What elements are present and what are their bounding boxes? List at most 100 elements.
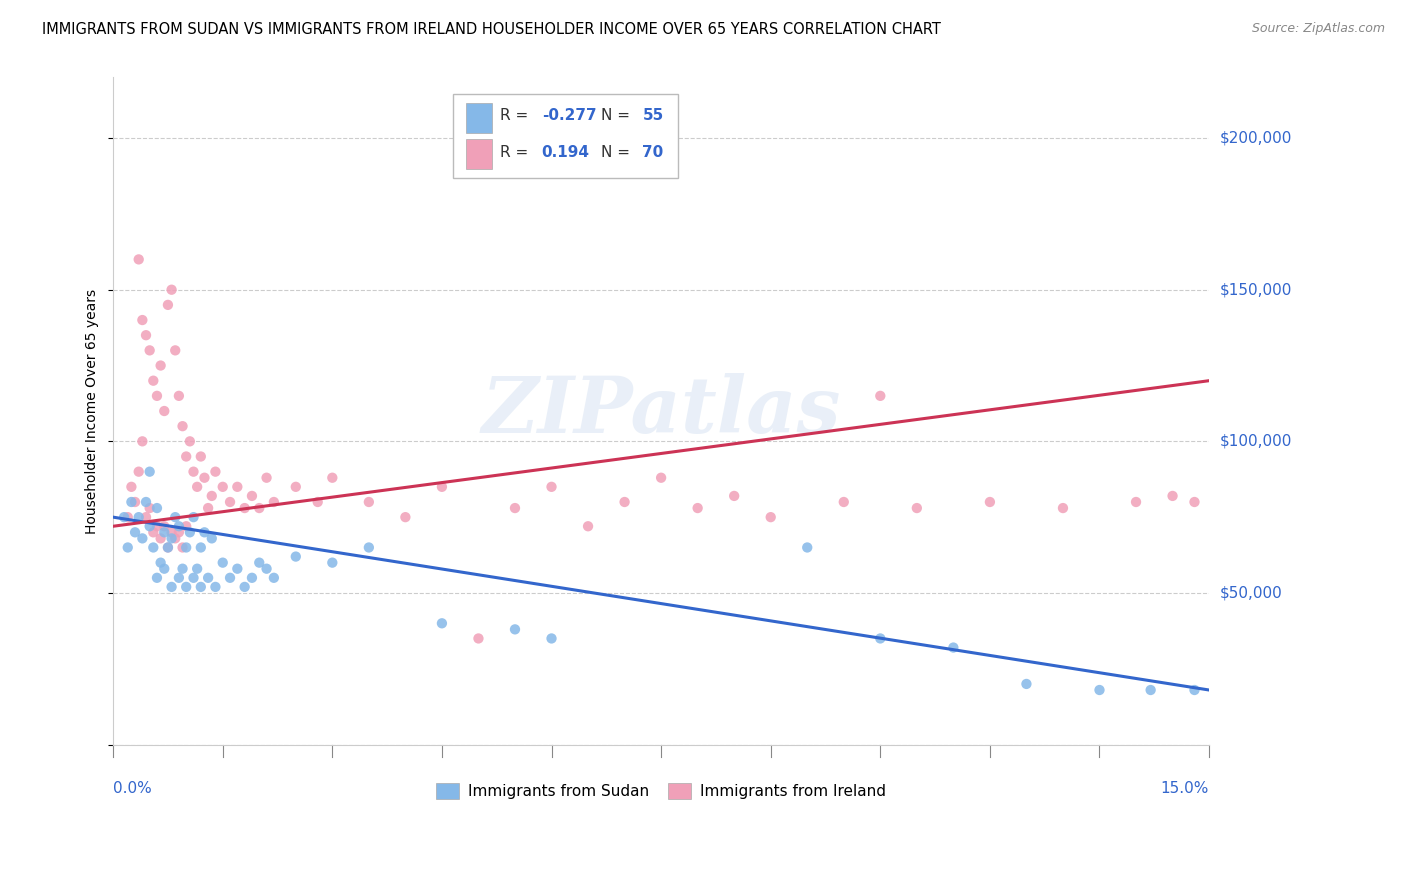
Point xyxy=(190,450,212,464)
Point xyxy=(128,252,150,267)
Point xyxy=(284,549,307,564)
Point xyxy=(179,525,201,540)
FancyBboxPatch shape xyxy=(453,95,678,178)
Point xyxy=(219,495,242,509)
Point xyxy=(142,374,165,388)
Point xyxy=(394,510,416,524)
Point xyxy=(204,465,226,479)
Point xyxy=(233,501,256,516)
Point xyxy=(149,532,172,546)
Point xyxy=(979,495,1001,509)
Point xyxy=(723,489,745,503)
Point xyxy=(240,489,263,503)
Point xyxy=(307,495,329,509)
Point xyxy=(174,541,197,555)
Point xyxy=(138,501,160,516)
Point xyxy=(156,541,179,555)
Text: N =: N = xyxy=(600,145,634,161)
Point xyxy=(905,501,928,516)
Text: -0.277: -0.277 xyxy=(541,108,596,122)
Point xyxy=(540,632,562,646)
Text: R =: R = xyxy=(501,108,533,122)
Point xyxy=(131,532,153,546)
Point xyxy=(869,389,891,403)
Text: 0.0%: 0.0% xyxy=(112,781,152,797)
Text: 0.194: 0.194 xyxy=(541,145,589,161)
Point xyxy=(197,571,219,585)
Point xyxy=(226,480,249,494)
Point xyxy=(135,328,157,343)
Text: R =: R = xyxy=(501,145,533,161)
Point xyxy=(832,495,855,509)
Point xyxy=(1184,683,1206,698)
Point xyxy=(160,525,183,540)
Point xyxy=(146,501,169,516)
Point xyxy=(219,571,242,585)
Point xyxy=(146,389,169,403)
Point xyxy=(613,495,636,509)
Point xyxy=(146,519,169,533)
Point xyxy=(256,471,278,485)
Point xyxy=(174,519,197,533)
Point xyxy=(1052,501,1074,516)
Point xyxy=(146,571,169,585)
Text: 55: 55 xyxy=(643,108,664,122)
Text: $200,000: $200,000 xyxy=(1220,130,1292,145)
Point xyxy=(284,480,307,494)
Point xyxy=(183,571,205,585)
Point xyxy=(124,525,146,540)
Point xyxy=(179,434,201,449)
Point xyxy=(503,501,526,516)
Point xyxy=(165,510,187,524)
Point xyxy=(128,510,150,524)
Point xyxy=(165,532,187,546)
Point xyxy=(233,580,256,594)
Point xyxy=(160,580,183,594)
Point xyxy=(167,389,190,403)
Point xyxy=(172,541,194,555)
Point xyxy=(430,480,453,494)
Point xyxy=(138,343,160,358)
Point xyxy=(1184,495,1206,509)
Point xyxy=(131,434,153,449)
Point xyxy=(120,495,142,509)
Point xyxy=(503,623,526,637)
Text: N =: N = xyxy=(600,108,634,122)
Point xyxy=(357,495,380,509)
Point xyxy=(686,501,709,516)
Text: 70: 70 xyxy=(643,145,664,161)
Point xyxy=(186,562,208,576)
Point xyxy=(135,510,157,524)
Point xyxy=(186,480,208,494)
Point xyxy=(172,419,194,434)
Point xyxy=(135,495,157,509)
Point xyxy=(138,465,160,479)
Point xyxy=(467,632,489,646)
Point xyxy=(650,471,672,485)
Point xyxy=(153,519,176,533)
Point xyxy=(167,571,190,585)
Point xyxy=(120,480,142,494)
Legend: Immigrants from Sudan, Immigrants from Ireland: Immigrants from Sudan, Immigrants from I… xyxy=(432,779,890,804)
Point xyxy=(256,562,278,576)
Point xyxy=(142,541,165,555)
Point xyxy=(165,343,187,358)
Point xyxy=(869,632,891,646)
Point xyxy=(153,525,176,540)
Point xyxy=(942,640,965,655)
Point xyxy=(193,471,215,485)
Point xyxy=(321,471,343,485)
Point xyxy=(138,519,160,533)
Point xyxy=(167,519,190,533)
Point xyxy=(226,562,249,576)
Point xyxy=(201,532,224,546)
Point xyxy=(796,541,818,555)
Point xyxy=(211,556,233,570)
Point xyxy=(263,571,285,585)
Point xyxy=(142,525,165,540)
Point xyxy=(190,541,212,555)
Point xyxy=(153,404,176,418)
Point xyxy=(128,465,150,479)
Point xyxy=(1015,677,1038,691)
Point xyxy=(172,562,194,576)
